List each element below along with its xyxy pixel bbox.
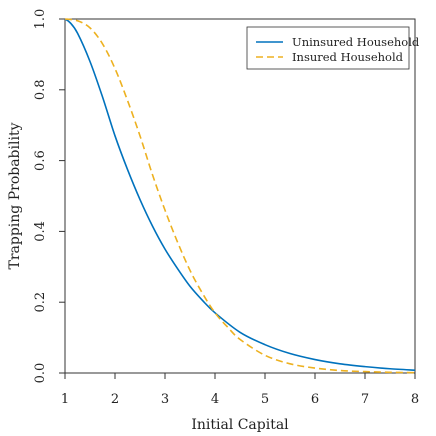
x-tick-label: 2 [111, 392, 119, 407]
x-tick-label: 1 [61, 392, 69, 407]
x-tick-label: 8 [411, 392, 419, 407]
x-tick-label: 3 [161, 392, 169, 407]
y-tick-label: 0.2 [33, 292, 48, 313]
y-tick-label: 0.0 [33, 363, 48, 384]
series-line-insured [64, 18, 416, 374]
y-tick-label: 0.8 [33, 79, 48, 100]
x-axis-label: Initial Capital [191, 417, 289, 433]
series-layer [64, 18, 416, 374]
y-axis-ticks: 0.0 0.2 0.4 0.6 0.8 1.0 [33, 9, 65, 384]
y-tick-label: 1.0 [33, 9, 48, 30]
x-axis-ticks: 1 2 3 4 5 6 7 8 [61, 373, 419, 407]
x-tick-label: 5 [261, 392, 269, 407]
y-axis-label: Trapping Probability [7, 122, 23, 269]
x-tick-label: 7 [361, 392, 369, 407]
x-tick-label: 6 [311, 392, 319, 407]
legend-box [246, 26, 410, 70]
plot-frame [64, 18, 416, 374]
legend-label-uninsured: Uninsured Household [292, 35, 420, 49]
y-tick-label: 0.4 [33, 221, 48, 242]
legend: Uninsured Household Insured Household [246, 26, 420, 70]
series-line-uninsured [64, 18, 416, 371]
y-tick-label: 0.6 [33, 150, 48, 171]
legend-label-insured: Insured Household [292, 50, 404, 64]
x-tick-label: 4 [211, 392, 219, 407]
